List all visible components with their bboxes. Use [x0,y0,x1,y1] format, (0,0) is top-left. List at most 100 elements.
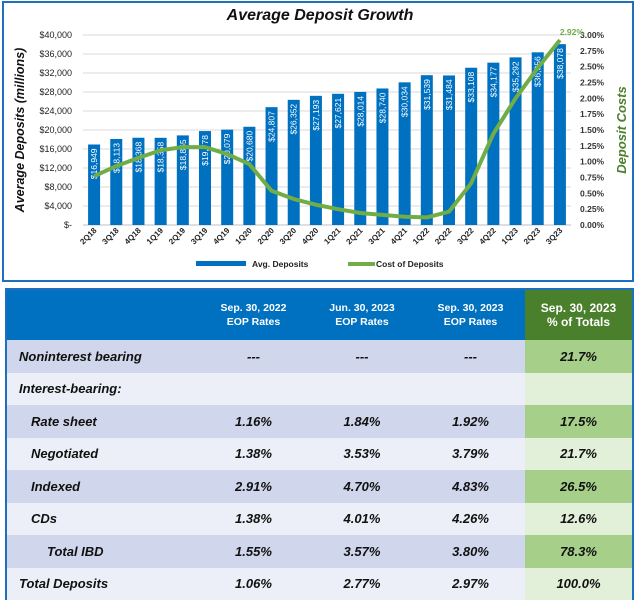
bar-label: $24,807 [267,111,277,142]
cell-value: 21.7% [525,340,632,373]
bar-label: $20,680 [244,131,254,162]
bar-label: $18,865 [178,139,188,170]
chart-title: Average Deposit Growth [226,7,414,24]
y-tick-label: $8,000 [44,182,72,192]
row-label: Rate sheet [7,405,199,438]
cell-value: 4.26% [416,503,525,536]
x-tick-label: 1Q19 [145,226,166,247]
x-tick-label: 3Q21 [367,226,388,247]
row-label: CDs [7,503,199,536]
x-tick-label: 1Q23 [500,226,521,247]
y2-tick-label: 1.75% [580,109,605,119]
cell-value: 3.53% [308,438,416,471]
y-tick-label: $12,000 [39,163,72,173]
bar-label: $31,539 [422,79,432,110]
row-label: Total IBD [7,535,199,568]
bar-label: $30,034 [400,86,410,117]
x-tick-label: 3Q23 [544,226,565,247]
x-tick-label: 2Q22 [433,226,454,247]
cell-value: 2.77% [308,568,416,600]
x-tick-label: 4Q21 [389,226,410,247]
bar-label: $26,352 [289,104,299,135]
bar-label: $28,014 [355,96,365,127]
cell-value: 1.92% [416,405,525,438]
row-label: Noninterest bearing [7,340,199,373]
x-tick-label: 3Q19 [189,226,210,247]
bar-label: $18,358 [156,142,166,173]
y2-tick-label: 2.75% [580,46,605,56]
cell-value: 17.5% [525,405,632,438]
x-tick-label: 4Q20 [300,226,321,247]
legend-label-cost: Cost of Deposits [376,259,444,269]
bar-label: $27,193 [311,100,321,131]
y2-tick-label: 0.50% [580,188,605,198]
y-tick-label: $40,000 [39,30,72,40]
end-value-label: 2.92% [560,27,585,37]
row-label: Interest-bearing: [7,373,199,406]
cell-value: 12.6% [525,503,632,536]
table-row: Interest-bearing: [7,373,632,406]
bar-label: $31,484 [444,79,454,110]
x-tick-label: 2Q21 [344,226,365,247]
x-tick-label: 2Q20 [256,226,277,247]
cell-value: --- [308,340,416,373]
y-tick-label: $28,000 [39,87,72,97]
table-row: Noninterest bearing---------21.7% [7,340,632,373]
bar-label: $33,108 [466,71,476,102]
y2-axis-label: Deposit Costs [614,86,629,173]
cell-value: 100.0% [525,568,632,600]
x-tick-label: 3Q20 [278,226,299,247]
row-label: Negotiated [7,438,199,471]
cell-value: 4.01% [308,503,416,536]
legend-swatch-deposits [196,261,246,266]
cell-value: 1.55% [199,535,308,568]
cell-value: 78.3% [525,535,632,568]
y2-tick-label: 2.50% [580,62,605,72]
row-label: Total Deposits [7,568,199,600]
x-tick-label: 4Q19 [211,226,232,247]
cell-value [199,373,308,406]
y2-tick-label: 1.00% [580,157,605,167]
cell-value: --- [199,340,308,373]
bar-label: $35,292 [511,61,521,92]
cell-value: 4.83% [416,470,525,503]
y2-tick-label: 0.75% [580,173,605,183]
cell-value: 3.79% [416,438,525,471]
y2-tick-label: 2.00% [580,93,605,103]
bar-label: $28,740 [377,92,387,123]
x-tick-label: 1Q20 [234,226,255,247]
row-label: Indexed [7,470,199,503]
y-axis-label: Average Deposits (millions) [13,48,27,214]
header-blank [7,290,199,340]
cell-value: 2.91% [199,470,308,503]
bar-label: $27,621 [333,98,343,129]
cell-value: 1.16% [199,405,308,438]
bar-label: $34,177 [488,66,498,97]
y-tick-label: $24,000 [39,106,72,116]
x-tick-label: 2Q23 [522,226,543,247]
bar-label: $38,078 [555,48,565,79]
cell-value [308,373,416,406]
cell-value [416,373,525,406]
x-tick-label: 2Q19 [167,226,188,247]
y2-tick-label: 1.25% [580,141,605,151]
cell-value: 1.38% [199,503,308,536]
y2-tick-label: 0.25% [580,204,605,214]
x-tick-label: 4Q22 [478,226,499,247]
y-tick-label: $16,000 [39,144,72,154]
y2-tick-label: 0.00% [580,220,605,230]
cell-value: 1.84% [308,405,416,438]
header-pct-totals: Sep. 30, 2023% of Totals [525,290,632,340]
y2-tick-label: 2.25% [580,78,605,88]
y-tick-label: $36,000 [39,49,72,59]
